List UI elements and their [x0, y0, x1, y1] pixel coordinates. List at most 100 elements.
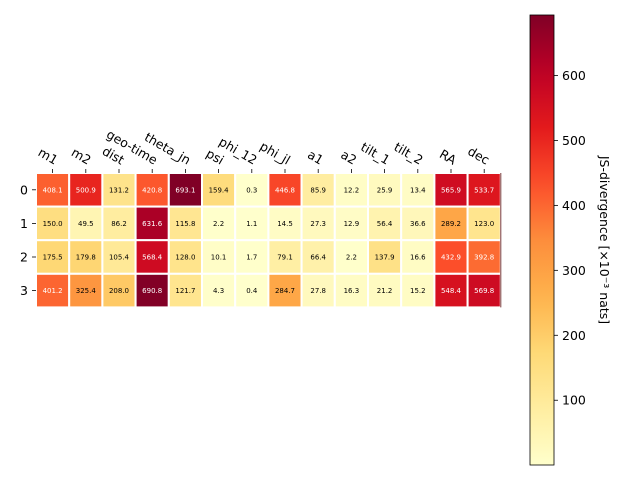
cell-value-label: 179.8 — [76, 254, 96, 262]
cell-value-label: 159.4 — [209, 186, 230, 194]
cell-value-label: 569.8 — [474, 287, 494, 295]
cell-value-label: 1.1 — [246, 220, 257, 228]
column-label: tilt_2 — [391, 139, 425, 167]
heatmap-cell — [234, 272, 270, 309]
cell-value-label: 408.1 — [43, 186, 63, 194]
row-label: 3 — [20, 283, 28, 298]
column-label: dec — [465, 143, 492, 167]
heatmap-cell — [101, 272, 137, 309]
cell-value-label: 15.2 — [410, 287, 426, 295]
cell-value-label: 631.6 — [142, 220, 163, 228]
cell-value-label: 568.4 — [142, 254, 163, 262]
colorbar-label: JS-divergence [×10⁻³ nats] — [597, 155, 612, 324]
cell-value-label: 289.2 — [441, 220, 461, 228]
cell-value-label: 1.7 — [246, 254, 257, 262]
row-label: 0 — [20, 182, 28, 197]
cell-value-label: 446.8 — [275, 186, 295, 194]
cell-value-label: 500.9 — [76, 186, 96, 194]
heatmap-cell — [201, 272, 237, 309]
cell-value-label: 16.6 — [410, 254, 426, 262]
cell-value-label: 56.4 — [377, 220, 393, 228]
cell-value-label: 49.5 — [78, 220, 94, 228]
cell-value-label: 13.4 — [410, 186, 426, 194]
cell-value-label: 12.2 — [344, 186, 360, 194]
heatmap-cell — [300, 272, 336, 309]
heatmap-cell — [134, 272, 170, 309]
row-label: 2 — [20, 250, 28, 265]
colorbar-tick-label: 400 — [562, 198, 586, 213]
heatmap-cell — [267, 172, 303, 208]
cell-value-label: 325.4 — [76, 287, 97, 295]
cell-value-label: 128.0 — [175, 254, 195, 262]
cell-value-label: 2.2 — [213, 220, 224, 228]
heatmap-cell — [433, 205, 469, 242]
cell-value-label: 27.8 — [310, 287, 326, 295]
heatmap-cell — [101, 239, 137, 275]
cell-value-label: 10.1 — [211, 254, 227, 262]
cell-value-label: 175.5 — [43, 254, 63, 262]
cell-value-label: 86.2 — [111, 220, 127, 228]
cell-value-label: 208.0 — [109, 287, 129, 295]
cell-value-label: 150.0 — [43, 220, 63, 228]
cell-value-label: 115.8 — [175, 220, 195, 228]
heatmap-cell — [400, 272, 436, 309]
cell-value-label: 690.8 — [142, 287, 162, 295]
column-label: m2 — [69, 145, 94, 168]
heatmap-cell — [68, 205, 104, 242]
cell-value-label: 27.3 — [310, 220, 326, 228]
cell-value-label: 131.2 — [109, 186, 129, 194]
colorbar-tick-label: 300 — [562, 263, 586, 278]
cell-value-label: 693.1 — [175, 186, 195, 194]
heatmap-cell — [267, 239, 303, 275]
cell-value-label: 85.9 — [310, 186, 326, 194]
colorbar-bar — [529, 14, 555, 466]
cell-value-label: 21.2 — [377, 287, 393, 295]
cell-value-label: 121.7 — [175, 287, 195, 295]
heatmap-cell — [267, 272, 303, 309]
colorbar-tick-label: 100 — [562, 393, 586, 408]
column-label: phi_12 — [216, 134, 259, 168]
column-label: m1 — [36, 145, 61, 168]
cell-value-label: 284.7 — [275, 287, 295, 295]
cell-value-label: 420.8 — [142, 186, 162, 194]
cell-value-label: 565.9 — [441, 186, 461, 194]
heatmap-cell — [167, 205, 204, 242]
cell-value-label: 123.0 — [474, 220, 494, 228]
colorbar: 100 200 300 400 500 600 JS-divergence [×10⁻³ n… — [529, 14, 612, 466]
cell-value-label: 79.1 — [277, 254, 293, 262]
cell-value-label: 392.8 — [474, 254, 494, 262]
cell-value-label: 2.2 — [346, 254, 357, 262]
row-labels: 0 1 2 3 — [20, 182, 36, 298]
row-label: 1 — [20, 216, 28, 231]
cell-value-label: 548.4 — [441, 287, 462, 295]
cell-value-label: 105.4 — [109, 254, 130, 262]
column-label: tilt_1 — [358, 139, 392, 167]
colorbar-tick-label: 500 — [562, 133, 586, 148]
colorbar-tick-label: 600 — [562, 68, 586, 83]
cell-value-label: 12.9 — [344, 220, 360, 228]
cell-value-label: 533.7 — [474, 186, 494, 194]
column-label: RA — [437, 146, 459, 168]
cell-value-label: 16.3 — [344, 287, 360, 295]
cell-value-label: 432.9 — [441, 254, 461, 262]
heatmap-grid: 408.1 500.9 131.2 420.8 693.1 159.4 0.3 446.8 85… — [35, 172, 502, 309]
cell-value-label: 401.2 — [43, 287, 63, 295]
heatmap-cell — [201, 205, 237, 242]
column-label: phi_jl — [257, 138, 293, 167]
column-label: a2 — [338, 147, 359, 168]
cell-value-label: 14.5 — [277, 220, 293, 228]
cell-value-label: 4.3 — [213, 287, 224, 295]
cell-value-label: 137.9 — [375, 254, 395, 262]
column-label: a1 — [305, 147, 326, 168]
cell-value-label: 66.4 — [310, 254, 326, 262]
cell-value-label: 36.6 — [410, 220, 426, 228]
cell-value-label: 25.9 — [377, 186, 393, 194]
heatmap-cell — [167, 272, 204, 309]
cell-value-label: 0.3 — [246, 186, 257, 194]
heatmap-cell — [101, 205, 137, 242]
cell-value-label: 0.4 — [246, 287, 258, 295]
heatmap-cell — [300, 205, 336, 242]
colorbar-tick-label: 200 — [562, 328, 586, 343]
